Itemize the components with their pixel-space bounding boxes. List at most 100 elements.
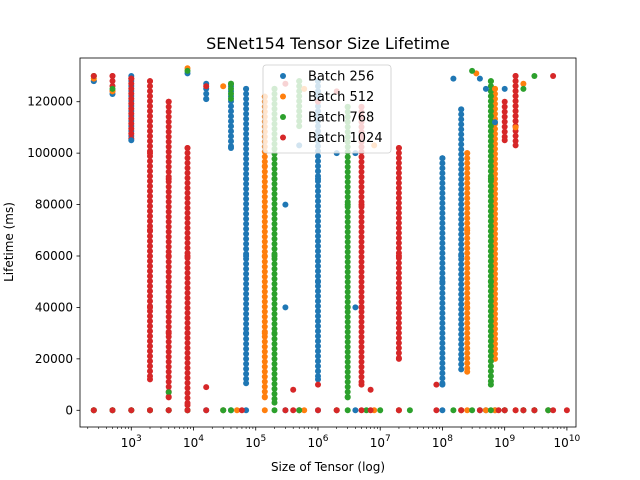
data-point — [271, 350, 278, 357]
data-point — [487, 188, 494, 195]
data-point — [184, 270, 191, 276]
data-point — [344, 278, 351, 285]
data-point — [487, 333, 494, 340]
data-point — [439, 278, 446, 285]
data-point — [344, 333, 351, 340]
data-point — [261, 338, 268, 345]
data-point — [228, 123, 234, 130]
data-point — [458, 206, 465, 213]
data-point — [395, 235, 402, 241]
data-point — [147, 338, 153, 345]
data-point — [271, 300, 278, 307]
data-point — [344, 343, 351, 350]
data-point — [458, 171, 465, 178]
data-point — [243, 350, 250, 357]
data-point — [243, 145, 250, 152]
data-point — [261, 213, 268, 220]
data-point — [358, 358, 365, 365]
data-point — [243, 185, 250, 192]
data-point — [165, 108, 172, 115]
data-point — [184, 180, 191, 186]
data-point — [344, 378, 351, 385]
data-point — [531, 407, 538, 414]
data-point — [261, 153, 268, 160]
data-point — [282, 201, 289, 208]
data-point — [243, 110, 250, 117]
plot-frame — [79, 57, 577, 428]
data-point — [271, 340, 278, 347]
data-point — [271, 390, 278, 397]
data-point — [358, 228, 365, 235]
data-point — [512, 118, 519, 124]
data-point — [395, 155, 402, 161]
data-point — [395, 215, 402, 221]
data-point — [184, 190, 191, 196]
data-point — [184, 170, 191, 176]
data-point — [464, 185, 471, 192]
x-tick-label: 108 — [432, 434, 453, 450]
data-point — [482, 85, 489, 92]
data-point — [395, 180, 402, 186]
data-point — [228, 133, 234, 140]
data-point — [464, 165, 471, 172]
data-point — [165, 128, 172, 135]
data-point — [520, 407, 527, 414]
x-tick-label: 1010 — [554, 434, 581, 450]
data-point — [243, 175, 250, 182]
data-point — [439, 220, 446, 227]
data-point — [358, 343, 365, 350]
data-point — [487, 368, 494, 375]
data-point — [165, 288, 172, 295]
data-point — [128, 115, 135, 122]
data-point — [395, 185, 402, 191]
data-point — [128, 120, 135, 127]
data-point — [243, 220, 250, 227]
data-point — [109, 407, 116, 414]
data-point — [464, 195, 471, 202]
data-point — [344, 193, 351, 200]
data-point — [439, 235, 446, 242]
data-point — [464, 310, 471, 317]
data-point — [464, 360, 471, 367]
data-point — [395, 330, 402, 336]
data-point — [358, 183, 365, 190]
series-points — [90, 73, 570, 414]
data-point — [512, 73, 519, 79]
data-point — [165, 263, 172, 270]
data-point — [464, 320, 471, 327]
data-point — [464, 330, 471, 337]
data-point — [439, 185, 446, 192]
data-point — [458, 306, 465, 313]
data-point — [243, 165, 250, 172]
data-point — [487, 407, 494, 414]
data-point — [464, 275, 471, 282]
data-point — [228, 128, 234, 135]
data-point — [439, 350, 446, 357]
data-point — [243, 380, 250, 387]
data-point — [228, 85, 234, 92]
data-point — [315, 208, 321, 215]
data-point — [147, 223, 153, 230]
data-point — [243, 300, 250, 307]
legend-box — [262, 64, 392, 154]
data-point — [464, 260, 471, 267]
data-point — [315, 358, 321, 365]
data-point — [184, 240, 191, 246]
data-point — [184, 175, 191, 181]
data-point — [458, 366, 465, 373]
data-point — [128, 95, 135, 102]
data-point — [344, 323, 351, 330]
data-point — [147, 328, 153, 335]
data-point — [487, 175, 494, 182]
legend-marker — [280, 93, 286, 100]
data-point — [439, 180, 446, 187]
data-point — [271, 280, 278, 287]
data-point — [395, 175, 402, 181]
data-point — [261, 348, 268, 355]
data-point — [147, 203, 153, 210]
data-point — [271, 407, 278, 414]
data-point — [377, 407, 384, 414]
legend-label: Batch 256 — [308, 70, 374, 85]
data-point — [243, 375, 250, 382]
data-point — [358, 158, 365, 165]
